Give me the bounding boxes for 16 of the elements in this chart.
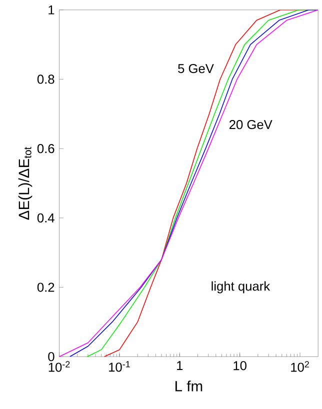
- x-tick-label: 1: [177, 361, 183, 370]
- y-tick-label: 0.6: [37, 144, 54, 154]
- x-tick-label: 10: [234, 361, 246, 370]
- y-tick-label: 0.8: [37, 74, 54, 84]
- y-tick-label: 0: [48, 352, 54, 362]
- x-tick-label: 10$^{2}$: [291, 361, 309, 372]
- annotation: light quark: [212, 281, 270, 294]
- y-tick-label: 0.4: [37, 213, 54, 222]
- series-label: 20 GeV: [229, 120, 272, 130]
- y-axis-title: ΔE(L)/ΔE$_{tot}$: [18, 146, 32, 220]
- series-label: 5 GeV: [178, 64, 214, 74]
- x-axis-title: L fm: [175, 380, 202, 392]
- x-tick-label: 10$^{-1}$: [109, 361, 130, 372]
- y-tick-label: 1: [48, 5, 54, 14]
- x-tick-label: 10$^{-2}$: [48, 361, 70, 372]
- y-tick-label: 0.2: [37, 282, 54, 292]
